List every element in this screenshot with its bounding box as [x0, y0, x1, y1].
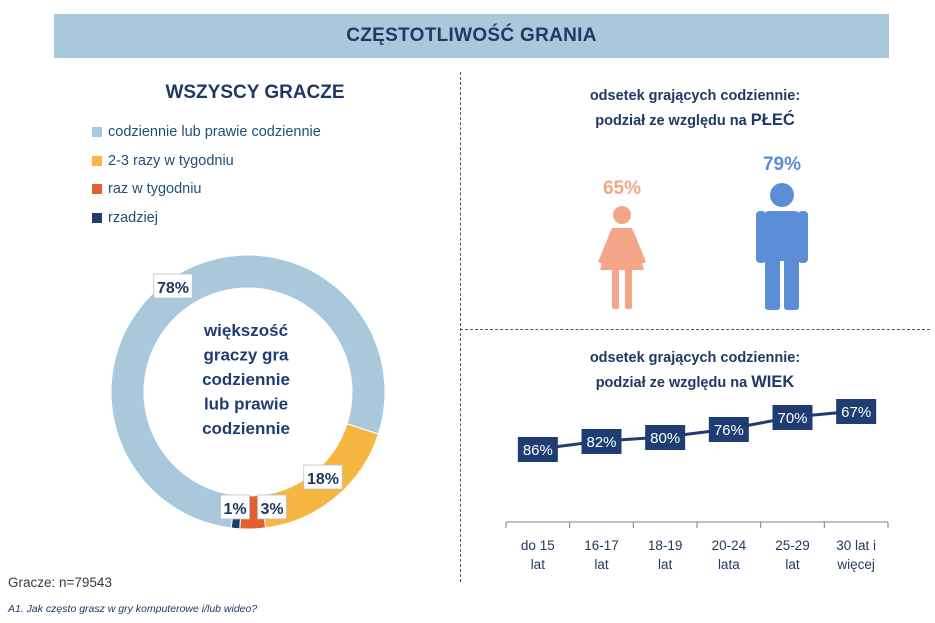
- legend-swatch: [92, 184, 102, 195]
- age-data-marker: [581, 429, 622, 454]
- title-banner: CZĘSTOTLIWOŚĆ GRANIA: [54, 14, 889, 58]
- age-tick-label: lata: [718, 557, 740, 572]
- donut-data-label: 78%: [157, 280, 189, 297]
- age-data-marker: [517, 437, 558, 462]
- donut-data-label: 3%: [260, 501, 283, 518]
- donut-center-text: codziennie: [202, 370, 290, 389]
- age-tick-label: więcej: [836, 557, 875, 572]
- age-tick-label: do 15: [521, 538, 555, 553]
- age-data-label: 80%: [650, 430, 680, 447]
- donut-legend: codziennie lub prawie codziennie 2-3 razy…: [92, 118, 321, 232]
- donut-center-text: większość: [203, 321, 288, 340]
- legend-label: codziennie lub prawie codziennie: [108, 124, 321, 141]
- age-title-line1: odsetek grających codziennie:: [589, 350, 801, 366]
- legend-item: raz w tygodniu: [92, 175, 321, 204]
- donut-label-box: [303, 464, 343, 490]
- legend-label: rzadziej: [108, 209, 158, 226]
- horizontal-divider: [460, 329, 930, 330]
- vertical-divider: [460, 72, 461, 582]
- legend-swatch: [92, 212, 102, 223]
- age-chart-title: odsetek grających codziennie: podział ze…: [520, 346, 870, 395]
- age-tick-label: lat: [658, 557, 673, 572]
- legend-swatch: [92, 155, 102, 166]
- gender-title-key: PŁEĆ: [750, 111, 795, 129]
- male-leg-right: [784, 255, 799, 310]
- female-head: [613, 206, 631, 224]
- legend-item: rzadziej: [92, 204, 321, 233]
- male-torso: [764, 211, 800, 261]
- female-leg-right: [625, 268, 632, 309]
- age-title-key: WIEK: [751, 373, 795, 391]
- male-value-label: 79%: [763, 154, 801, 175]
- age-data-label: 70%: [777, 410, 807, 427]
- female-value-label: 65%: [603, 178, 641, 199]
- legend-item: 2-3 razy w tygodniu: [92, 147, 321, 176]
- legend-label: 2-3 razy w tygodniu: [108, 152, 234, 169]
- age-tick-label: lat: [785, 557, 800, 572]
- donut-center-text: lub prawie: [204, 395, 288, 414]
- male-arm-left: [756, 211, 766, 263]
- age-data-label: 67%: [841, 404, 871, 421]
- female-arm-right: [629, 230, 646, 264]
- age-tick-label: 16-17: [584, 538, 619, 553]
- age-data-label: 86%: [523, 442, 553, 459]
- age-data-marker: [708, 417, 749, 442]
- age-tick-label: 18-19: [648, 538, 683, 553]
- donut-center-text: graczy gra: [203, 346, 289, 365]
- gender-title-prefix: podział ze względu na: [595, 113, 747, 129]
- donut-data-label: 18%: [307, 471, 339, 488]
- age-title-line2: podział ze względu na WIEK: [520, 370, 870, 395]
- donut-label-box: [153, 273, 193, 299]
- age-data-marker: [645, 425, 686, 450]
- donut-center-text: codziennie: [202, 419, 290, 438]
- female-arm-left: [598, 230, 615, 264]
- question-note: A1. Jak często grasz w gry komputerowe i…: [8, 603, 258, 615]
- age-tick-label: 20-24: [712, 538, 747, 553]
- legend-item: codziennie lub prawie codziennie: [92, 118, 321, 147]
- donut-label-box: [220, 494, 250, 520]
- age-data-label: 76%: [714, 422, 744, 439]
- page-title: CZĘSTOTLIWOŚĆ GRANIA: [346, 25, 597, 46]
- age-title-prefix: podział ze względu na: [595, 375, 748, 391]
- legend-swatch: [92, 127, 102, 138]
- donut-label-box: [257, 494, 287, 520]
- all-players-title: WSZYSCY GRACZE: [165, 82, 345, 103]
- male-arm-right: [798, 211, 808, 263]
- male-leg-left: [765, 255, 780, 310]
- age-tick-label: 30 lat i: [836, 538, 876, 553]
- gender-title-line2: podział ze względu na PŁEĆ: [520, 108, 870, 133]
- age-tick-label: lat: [531, 557, 546, 572]
- male-icon: [756, 183, 808, 310]
- legend-label: raz w tygodniu: [108, 181, 202, 198]
- female-leg-left: [612, 268, 619, 309]
- gender-title-line1: odsetek grających codziennie:: [589, 88, 801, 104]
- age-data-label: 82%: [586, 434, 616, 451]
- age-tick-label: lat: [594, 557, 609, 572]
- sample-size-note: Gracze: n=79543: [8, 575, 112, 590]
- donut-data-label: 1%: [223, 501, 246, 518]
- gender-chart-title: odsetek grających codziennie: podział ze…: [520, 84, 870, 133]
- age-data-marker: [772, 405, 813, 430]
- age-data-marker: [836, 399, 877, 424]
- male-head: [770, 183, 794, 207]
- age-tick-label: 25-29: [775, 538, 810, 553]
- female-icon: [598, 206, 646, 309]
- donut-slice: [110, 254, 386, 529]
